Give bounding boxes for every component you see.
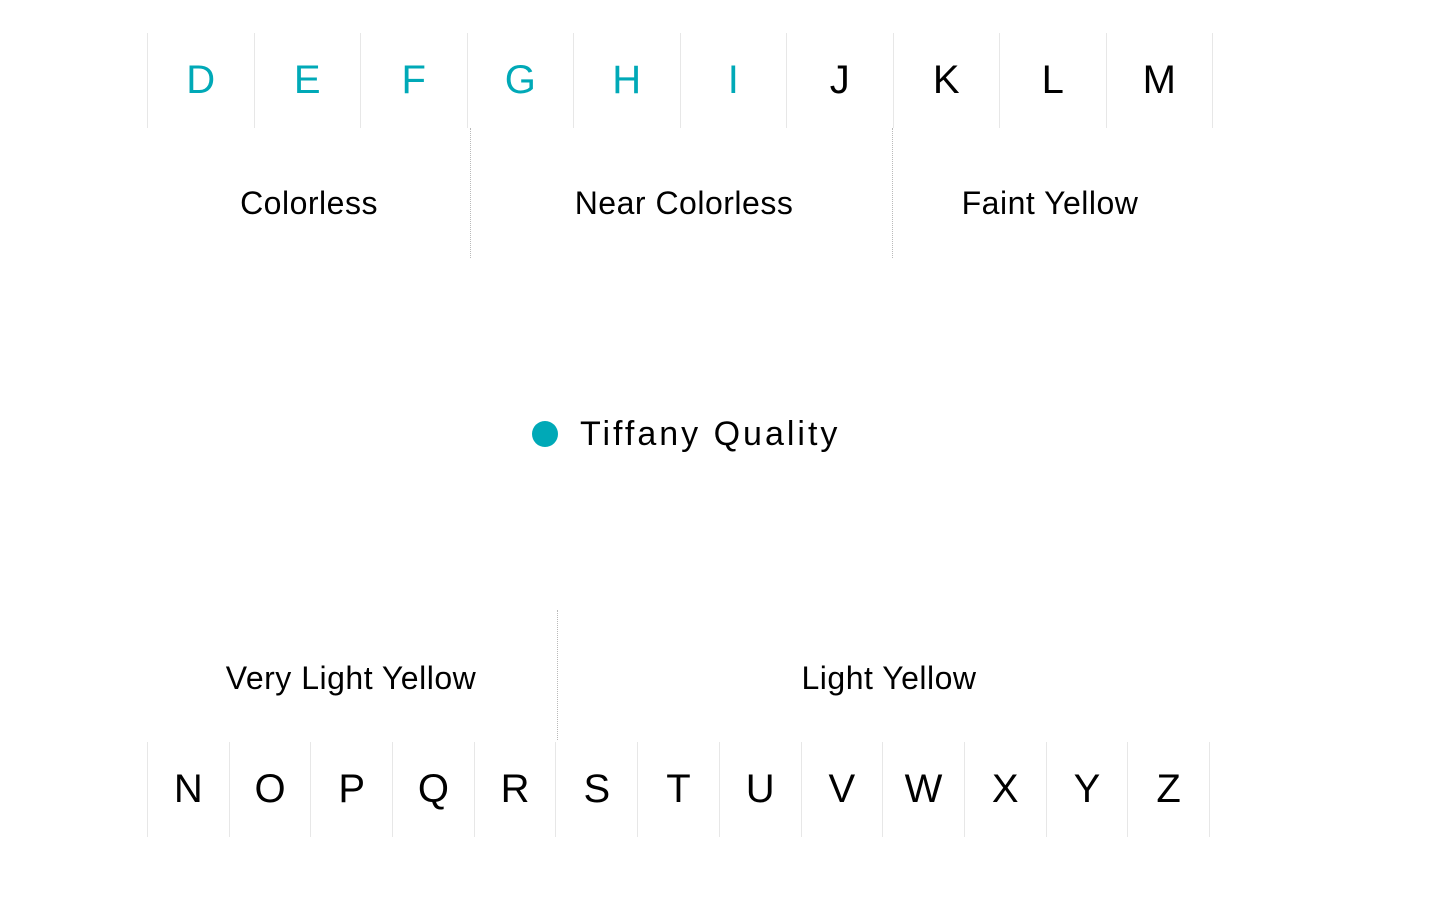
group-label: Light Yellow	[639, 660, 1139, 697]
grade-cell-F: F	[360, 33, 468, 128]
grade-cell-H: H	[573, 33, 681, 128]
grade-cell-Y: Y	[1046, 742, 1129, 837]
grade-cell-D: D	[147, 33, 255, 128]
grade-cell-W: W	[882, 742, 965, 837]
legend-label: Tiffany Quality	[580, 415, 840, 454]
grade-cell-J: J	[786, 33, 894, 128]
group-label: Colorless	[109, 185, 509, 222]
group-label: Faint Yellow	[850, 185, 1250, 222]
grade-cell-U: U	[719, 742, 802, 837]
grade-cell-L: L	[999, 33, 1107, 128]
grade-cell-Z: Z	[1127, 742, 1210, 837]
grade-cell-E: E	[254, 33, 362, 128]
grade-cell-R: R	[474, 742, 557, 837]
legend: Tiffany Quality	[532, 415, 840, 454]
grade-cell-V: V	[801, 742, 884, 837]
grade-cell-G: G	[467, 33, 575, 128]
group-label: Very Light Yellow	[101, 660, 601, 697]
group-label: Near Colorless	[484, 185, 884, 222]
grade-cell-O: O	[229, 742, 312, 837]
grade-cell-T: T	[637, 742, 720, 837]
grade-cell-X: X	[964, 742, 1047, 837]
diamond-color-scale: DEFGHIJKLM ColorlessNear ColorlessFaint …	[0, 0, 1440, 912]
top-grade-row: DEFGHIJKLM	[147, 33, 1213, 128]
grade-cell-P: P	[310, 742, 393, 837]
grade-cell-S: S	[555, 742, 638, 837]
grade-cell-M: M	[1106, 33, 1214, 128]
grade-cell-N: N	[147, 742, 230, 837]
legend-dot-icon	[532, 421, 558, 447]
grade-cell-K: K	[893, 33, 1001, 128]
grade-cell-Q: Q	[392, 742, 475, 837]
grade-cell-I: I	[680, 33, 788, 128]
bottom-grade-row: NOPQRSTUVWXYZ	[147, 742, 1210, 837]
